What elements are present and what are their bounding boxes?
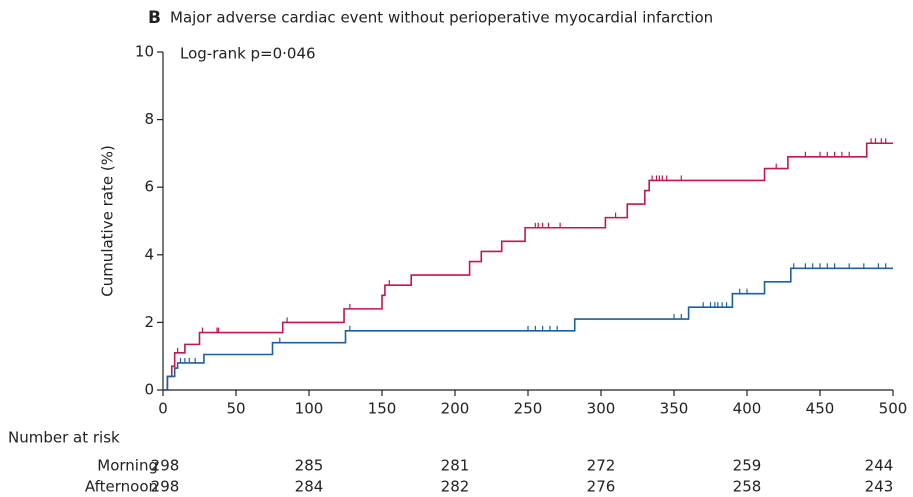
- risk-count: 281: [441, 457, 470, 475]
- risk-count: 276: [587, 478, 616, 496]
- x-tick-label: 100: [295, 400, 324, 418]
- x-tick-label: 150: [368, 400, 397, 418]
- x-tick-label: 200: [441, 400, 470, 418]
- x-tick-label: 300: [587, 400, 616, 418]
- risk-count: 259: [733, 457, 762, 475]
- x-tick-label: 500: [879, 400, 908, 418]
- y-axis-label: Cumulative rate (%): [99, 145, 117, 297]
- risk-count: 282: [441, 478, 470, 496]
- risk-count: 272: [587, 457, 616, 475]
- y-tick-label: 4: [144, 245, 154, 263]
- x-tick-label: 400: [733, 400, 762, 418]
- survival-curve: [163, 267, 893, 391]
- survival-curve: [163, 142, 893, 391]
- y-tick-label: 0: [144, 381, 154, 399]
- x-tick-label: 0: [158, 400, 168, 418]
- y-tick-label: 6: [144, 178, 154, 196]
- risk-row-label: Afternoon: [85, 478, 158, 496]
- risk-row-label: Morning: [97, 457, 158, 475]
- x-tick-label: 450: [806, 400, 835, 418]
- y-tick-label: 8: [144, 110, 154, 128]
- risk-count: 285: [295, 457, 324, 475]
- y-tick-label: 10: [135, 43, 154, 61]
- risk-count: 258: [733, 478, 762, 496]
- panel-label: B: [148, 8, 161, 28]
- x-tick-label: 50: [226, 400, 245, 418]
- risk-count: 244: [865, 457, 894, 475]
- risk-count: 284: [295, 478, 324, 496]
- x-tick-label: 350: [660, 400, 689, 418]
- risk-title: Number at risk: [8, 429, 120, 447]
- risk-count: 298: [151, 478, 180, 496]
- chart-title: Major adverse cardiac event without peri…: [170, 9, 713, 27]
- risk-count: 298: [151, 457, 180, 475]
- x-tick-label: 250: [514, 400, 543, 418]
- risk-count: 243: [865, 478, 894, 496]
- y-tick-label: 2: [144, 313, 154, 331]
- annotation: Log-rank p=0·046: [180, 45, 316, 63]
